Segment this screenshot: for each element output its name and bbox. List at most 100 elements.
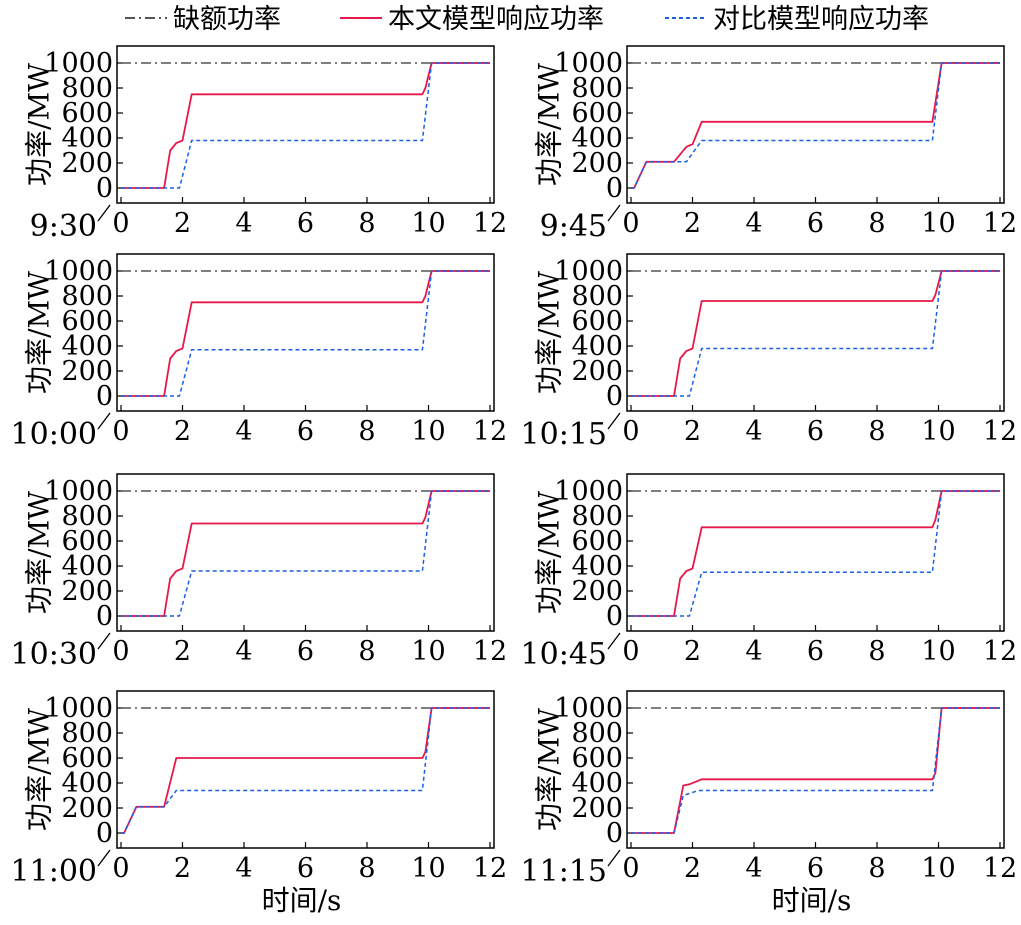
series-line-proposed	[121, 490, 490, 617]
x-tick-label: 2	[174, 416, 191, 447]
panel-time-label: 11:15	[521, 854, 607, 889]
y-tick-label: 800	[571, 718, 623, 749]
y-tick-label: 0	[96, 381, 113, 412]
legend-item-deficit: 缺额功率	[125, 4, 281, 35]
x-tick-label: 0	[112, 416, 129, 447]
y-tick-label: 200	[571, 148, 623, 179]
plot-frame	[626, 45, 1005, 204]
y-axis-label: 功率/MW	[533, 708, 566, 831]
y-tick-label: 800	[571, 73, 623, 104]
x-tick-label: 0	[622, 416, 639, 447]
y-axis-label: 功率/MW	[533, 63, 566, 186]
x-tick-label: 2	[684, 636, 701, 667]
y-tick-label: 200	[61, 793, 113, 824]
y-tick-label: 1000	[44, 48, 113, 79]
x-tick-label: 12	[473, 416, 507, 447]
plot-frame	[626, 253, 1005, 412]
x-tick-label: 12	[473, 853, 507, 884]
x-tick-label: 0	[112, 208, 129, 239]
x-axis-label: 时间/s	[772, 884, 852, 917]
panel-label-slash	[97, 849, 111, 867]
series-line-baseline	[631, 490, 1000, 617]
x-tick-label: 2	[174, 208, 191, 239]
y-tick-label: 800	[571, 281, 623, 312]
y-axis-label: 功率/MW	[533, 271, 566, 394]
series-line-proposed	[631, 490, 1000, 617]
series-line-proposed	[631, 62, 1000, 189]
panel-label-slash	[607, 632, 621, 650]
legend-label: 缺额功率	[173, 4, 281, 35]
y-tick-label: 200	[61, 576, 113, 607]
y-axis-label: 功率/MW	[23, 491, 56, 614]
y-tick-label: 400	[571, 768, 623, 799]
y-tick-label: 600	[61, 526, 113, 557]
y-tick-label: 400	[61, 768, 113, 799]
y-tick-label: 1000	[554, 476, 623, 507]
y-tick-label: 800	[61, 718, 113, 749]
panel-label-slash	[607, 204, 621, 222]
x-tick-label: 10	[411, 208, 445, 239]
x-tick-label: 6	[807, 208, 824, 239]
x-tick-label: 10	[921, 208, 955, 239]
x-tick-label: 10	[921, 416, 955, 447]
panel-label-slash	[97, 412, 111, 430]
x-tick-label: 8	[358, 416, 375, 447]
x-tick-label: 4	[745, 636, 762, 667]
x-tick-label: 8	[868, 636, 885, 667]
y-tick-label: 600	[61, 98, 113, 129]
series-line-baseline	[631, 270, 1000, 397]
x-tick-label: 12	[983, 853, 1017, 884]
panel-label-slash	[97, 632, 111, 650]
panel-time-label: 10:30	[11, 637, 97, 672]
panel-time-label: 9:30	[30, 209, 97, 244]
x-tick-label: 10	[921, 853, 955, 884]
y-tick-label: 800	[61, 73, 113, 104]
series-line-baseline	[121, 707, 490, 834]
x-tick-label: 12	[983, 208, 1017, 239]
y-tick-label: 400	[571, 123, 623, 154]
plot-frame	[116, 45, 495, 204]
x-tick-label: 0	[622, 636, 639, 667]
legend-item-baseline: 对比模型响应功率	[665, 4, 929, 35]
series-line-proposed	[121, 62, 490, 189]
y-tick-label: 800	[61, 281, 113, 312]
y-tick-label: 0	[96, 601, 113, 632]
x-tick-label: 12	[473, 208, 507, 239]
y-axis-label: 功率/MW	[533, 491, 566, 614]
plot-frame	[116, 473, 495, 632]
x-tick-label: 6	[807, 853, 824, 884]
x-tick-label: 6	[297, 208, 314, 239]
series-line-baseline	[121, 62, 490, 189]
series-line-baseline	[121, 270, 490, 397]
x-tick-label: 6	[297, 636, 314, 667]
y-tick-label: 200	[571, 576, 623, 607]
y-tick-label: 1000	[554, 256, 623, 287]
legend-label: 本文模型响应功率	[388, 4, 604, 35]
series-line-baseline	[631, 707, 1000, 834]
x-tick-label: 8	[868, 853, 885, 884]
y-axis-label: 功率/MW	[23, 271, 56, 394]
series-line-baseline	[121, 490, 490, 617]
y-tick-label: 600	[571, 98, 623, 129]
y-tick-label: 600	[61, 306, 113, 337]
x-tick-label: 8	[358, 853, 375, 884]
x-tick-label: 0	[112, 853, 129, 884]
x-tick-label: 6	[297, 853, 314, 884]
panel-time-label: 10:00	[11, 417, 97, 452]
y-tick-label: 0	[606, 381, 623, 412]
y-axis-label: 功率/MW	[23, 63, 56, 186]
x-tick-label: 0	[622, 853, 639, 884]
series-line-proposed	[121, 270, 490, 397]
y-tick-label: 0	[96, 818, 113, 849]
y-tick-label: 400	[61, 123, 113, 154]
y-tick-label: 400	[571, 331, 623, 362]
y-tick-label: 200	[571, 793, 623, 824]
panel-label-slash	[607, 849, 621, 867]
